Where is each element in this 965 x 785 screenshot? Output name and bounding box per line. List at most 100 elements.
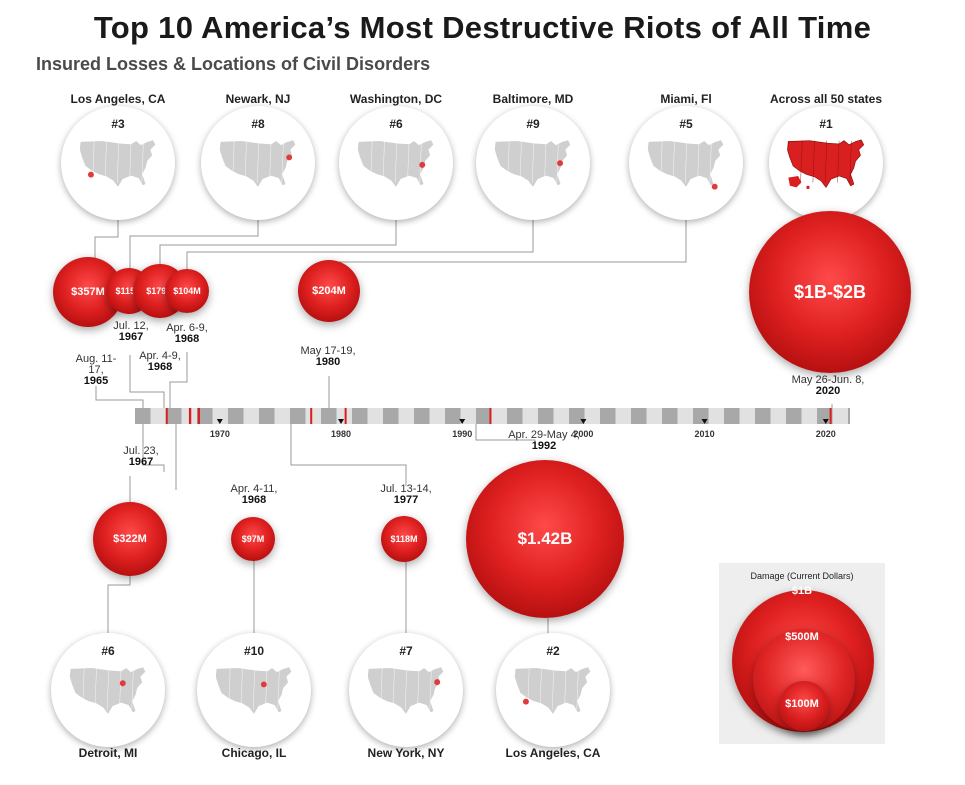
connector-line <box>129 355 165 408</box>
location-label: New York, NY <box>367 746 445 760</box>
rank-map-circle: #2 <box>496 633 610 747</box>
axis-tick-mark <box>822 419 829 424</box>
us-map-icon <box>494 139 572 189</box>
axis-tick-label: 1990 <box>452 429 473 439</box>
rank-map-circle: #3 <box>61 106 175 220</box>
rank-map-circle: #9 <box>476 106 590 220</box>
timeline-segment <box>290 408 306 424</box>
date-range: Jul. 12, <box>113 320 149 332</box>
rank-label: #9 <box>526 117 540 131</box>
timeline-segment <box>383 408 399 424</box>
connector-line <box>186 218 534 270</box>
timeline-segment <box>228 408 244 424</box>
legend-label-100m: $100M <box>785 698 819 710</box>
date-year: 1968 <box>147 361 173 373</box>
rank-map-circle: #6 <box>339 106 453 220</box>
us-map-icon <box>514 666 592 716</box>
axis-tick-label: 2010 <box>694 429 715 439</box>
location-label: Miami, Fl <box>660 92 712 106</box>
date-year: 1965 <box>83 375 109 387</box>
date-year: 2020 <box>815 385 841 397</box>
date-range: Apr. 4-9, <box>139 350 181 362</box>
date-range: May 17-19, <box>300 345 356 357</box>
date-year: 1967 <box>118 331 144 343</box>
rank-label: #6 <box>389 117 403 131</box>
timeline-segment <box>755 408 771 424</box>
rank-label: #10 <box>243 644 265 658</box>
axis-tick-mark <box>580 419 587 424</box>
damage-bubble: $118M <box>381 516 427 562</box>
timeline-segment <box>600 408 616 424</box>
rank-label: #7 <box>399 644 413 658</box>
rank-label: #1 <box>819 117 833 131</box>
date-range: Apr. 29-May 4, <box>508 429 580 441</box>
rank-map-circle: #6 <box>51 633 165 747</box>
rank-map-circle: #1 <box>769 106 883 220</box>
date-label: Apr. 6-9, 1968 <box>161 323 213 345</box>
legend-bubble-100m <box>779 681 829 731</box>
location-dot <box>522 698 529 705</box>
timeline-segment <box>166 408 182 424</box>
timeline-segment <box>321 408 337 424</box>
axis-tick-label: 1970 <box>209 429 230 439</box>
us-map-icon <box>647 139 725 190</box>
date-label: May 26-Jun. 8, 2020 <box>778 375 878 397</box>
date-range: Apr. 6-9, <box>166 322 208 334</box>
damage-bubble: $1.42B <box>466 460 624 618</box>
timeline-segment <box>352 408 368 424</box>
legend-label-1b: $1B <box>791 585 813 597</box>
date-label: Apr. 29-May 4, 1992 <box>494 430 594 452</box>
timeline-segment <box>135 408 151 424</box>
rank-label: #5 <box>679 117 693 131</box>
timeline-segment <box>414 408 430 424</box>
connector-line <box>95 386 144 408</box>
location-label: Across all 50 states <box>769 92 883 106</box>
connector-line <box>94 218 119 262</box>
timeline-segment <box>817 408 833 424</box>
event-marker <box>489 408 492 424</box>
connector-line <box>159 218 397 266</box>
us-map-icon <box>367 666 445 716</box>
location-label: Chicago, IL <box>221 746 287 760</box>
timeline-segment <box>197 408 213 424</box>
damage-bubble: $104M <box>165 269 209 313</box>
damage-bubble: $204M <box>298 260 360 322</box>
location-dot <box>87 171 94 178</box>
timeline-segment <box>631 408 647 424</box>
rank-map-circle: #5 <box>629 106 743 220</box>
connector-line <box>107 575 131 637</box>
event-marker <box>829 408 832 424</box>
rank-map-circle: #8 <box>201 106 315 220</box>
timeline-segment <box>662 408 678 424</box>
timeline-segment <box>724 408 740 424</box>
damage-bubble: $1B-$2B <box>749 211 911 373</box>
page-title: Top 10 America’s Most Destructive Riots … <box>93 10 872 45</box>
timeline-segment <box>786 408 802 424</box>
location-dot <box>419 161 426 168</box>
location-dot <box>260 681 267 688</box>
timeline-segment <box>693 408 709 424</box>
date-range: Aug. 11-17, <box>75 353 117 376</box>
date-range: Apr. 4-11, <box>230 483 278 495</box>
date-label: Aug. 11-17, 1965 <box>70 354 122 387</box>
damage-bubble: $322M <box>93 502 167 576</box>
connector-line <box>290 424 407 486</box>
us-map-icon <box>357 139 435 189</box>
timeline-segment <box>445 408 461 424</box>
date-year: 1968 <box>174 333 200 345</box>
axis-tick-mark <box>701 419 708 424</box>
timeline-segment <box>259 408 275 424</box>
location-dot <box>119 680 126 687</box>
location-label: Los Angeles, CA <box>505 746 601 760</box>
axis-tick-mark <box>338 419 345 424</box>
page-subtitle: Insured Losses & Locations of Civil Diso… <box>36 54 431 74</box>
timeline-segment <box>538 408 554 424</box>
axis-tick-label: 2000 <box>573 429 594 439</box>
us-map-icon <box>219 139 297 189</box>
rank-label: #8 <box>251 117 265 131</box>
location-label: Baltimore, MD <box>492 92 574 106</box>
us-map-icon <box>69 666 147 716</box>
location-label: Detroit, MI <box>78 746 138 760</box>
